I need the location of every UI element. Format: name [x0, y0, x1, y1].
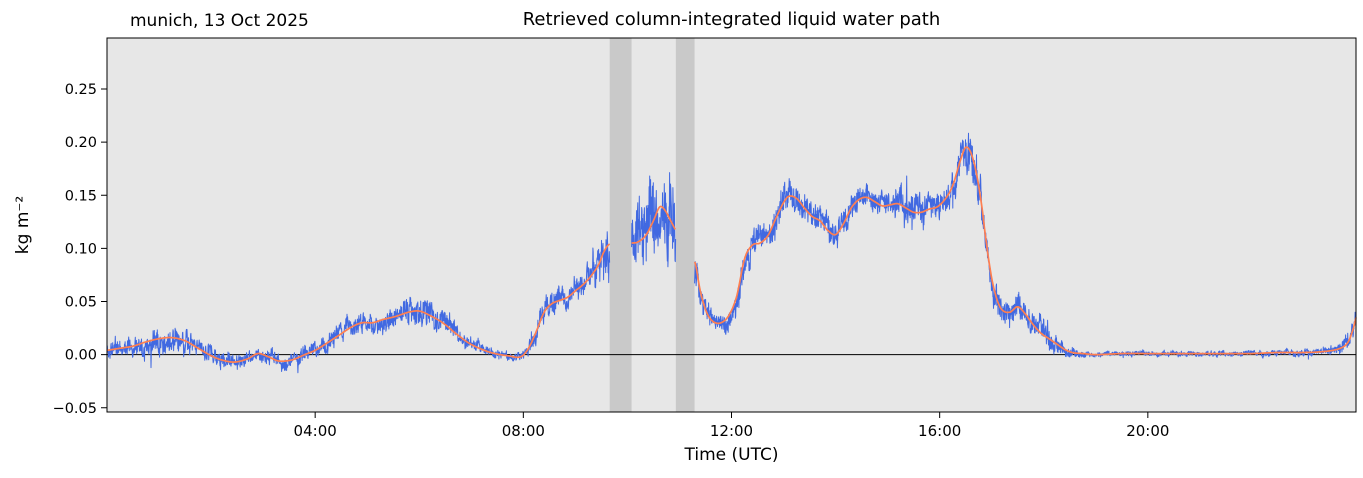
chart-title: Retrieved column-integrated liquid water… — [522, 9, 941, 30]
y-tick-label: 0.00 — [65, 348, 97, 364]
y-tick-label: 0.10 — [65, 241, 97, 257]
y-axis-label-wrap: kg m⁻² — [0, 38, 46, 412]
x-tick-label: 12:00 — [710, 422, 753, 440]
chart-annotation: munich, 13 Oct 2025 — [130, 11, 309, 31]
y-tick-label: −0.05 — [53, 401, 97, 417]
data-gap-band — [609, 38, 632, 412]
smoothed-series-line — [106, 146, 1357, 363]
data-gap-band — [675, 38, 695, 412]
y-tick-label: 0.05 — [65, 295, 97, 311]
y-tick-label: 0.15 — [65, 188, 97, 204]
y-axis-label: kg m⁻² — [13, 195, 34, 255]
x-tick-label: 16:00 — [918, 422, 961, 440]
x-tick-label: 20:00 — [1126, 422, 1169, 440]
y-tick-label: 0.25 — [65, 82, 97, 98]
y-tick-label: 0.20 — [65, 135, 97, 151]
x-axis-label: Time (UTC) — [684, 445, 779, 465]
x-tick-label: 08:00 — [502, 422, 545, 440]
x-tick-label: 04:00 — [294, 422, 337, 440]
